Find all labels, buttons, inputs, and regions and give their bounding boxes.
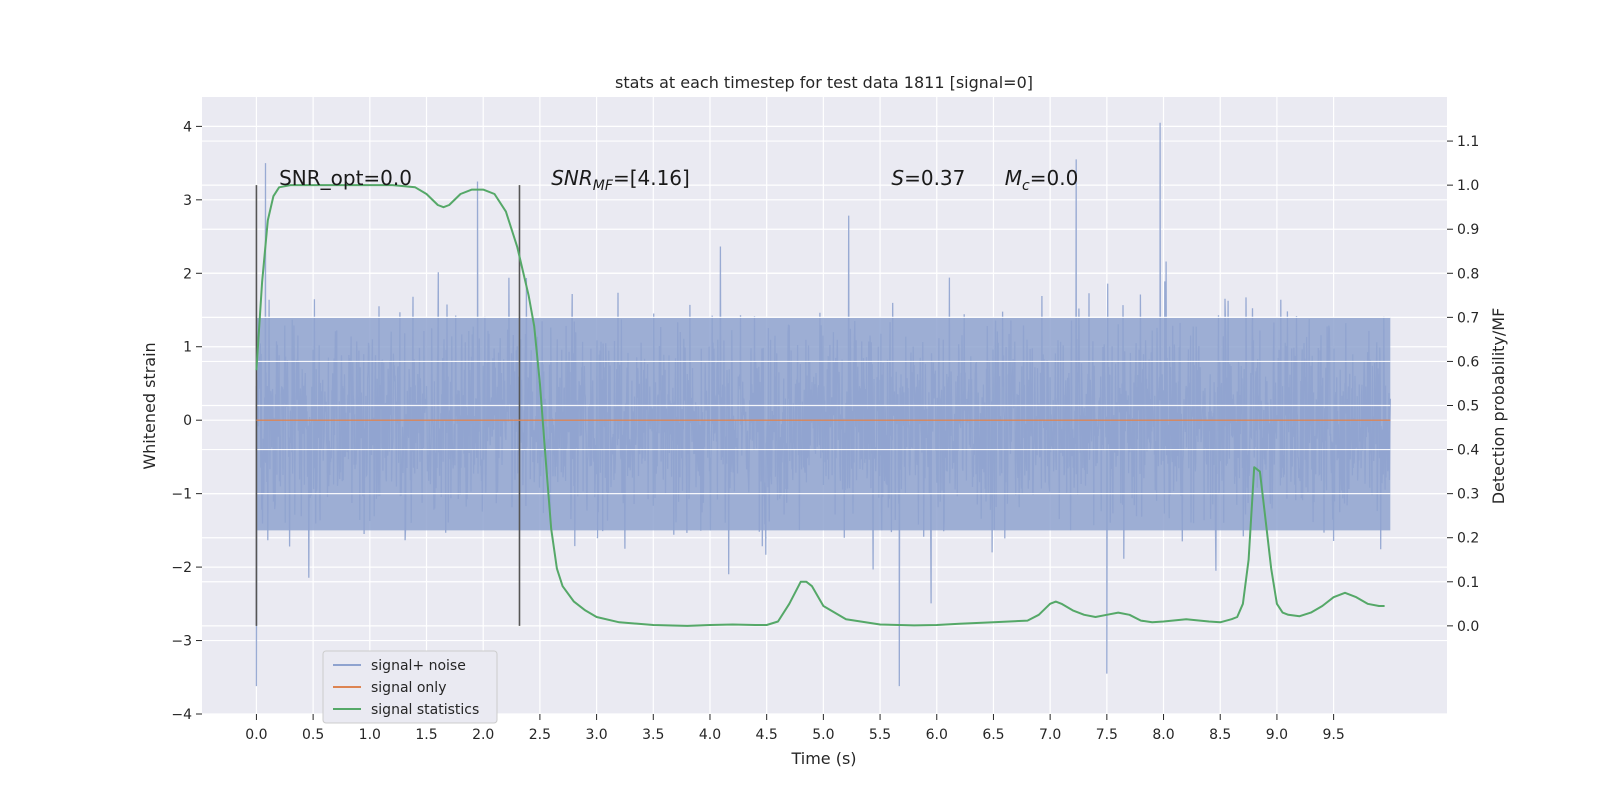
annotation-base: M bbox=[1005, 166, 1022, 190]
x-tick-label: 2.0 bbox=[472, 727, 494, 743]
y-tick-label: −2 bbox=[171, 560, 192, 576]
x-tick-label: 7.0 bbox=[1039, 727, 1061, 743]
annotation-value: =0.37 bbox=[904, 166, 965, 190]
legend-label: signal only bbox=[371, 680, 446, 696]
y-right-axis-ticks: 0.0 0.1 0.2 0.3 0.4 0.5 0.6 0.7 0.8 0.9 1.0 1.1 bbox=[1447, 134, 1479, 635]
y-right-tick-label: 0.5 bbox=[1457, 399, 1479, 415]
chart-title: stats at each timestep for test data 181… bbox=[615, 73, 1033, 92]
y-tick-label: −3 bbox=[171, 634, 192, 650]
y-tick-label: 3 bbox=[183, 193, 192, 209]
signal-plus-noise-core-band bbox=[256, 317, 1391, 531]
annotation-subscript: c bbox=[1022, 178, 1030, 194]
signal-statistics-line bbox=[255, 184, 1385, 627]
y-tick-label: −4 bbox=[171, 707, 192, 723]
x-tick-label: 0.0 bbox=[245, 727, 267, 743]
annotation-s-stat: S=0.37 bbox=[891, 166, 965, 190]
y-right-tick-label: 0.9 bbox=[1457, 222, 1479, 238]
signal-statistics-series bbox=[255, 184, 1385, 627]
y-right-tick-label: 0.6 bbox=[1457, 354, 1479, 370]
annotation-value: =[4.16] bbox=[613, 166, 690, 190]
x-tick-label: 8.0 bbox=[1152, 727, 1174, 743]
annotation-subscript: MF bbox=[593, 178, 614, 194]
signal-plus-noise-series bbox=[255, 122, 1391, 687]
y-right-tick-label: 0.2 bbox=[1457, 531, 1479, 547]
x-tick-label: 1.0 bbox=[359, 727, 381, 743]
x-tick-label: 7.5 bbox=[1096, 727, 1118, 743]
y-right-tick-label: 0.7 bbox=[1457, 310, 1479, 326]
y-axis-ticks: −4 −3 −2 −1 0 1 2 3 4 bbox=[171, 119, 202, 723]
x-tick-label: 3.0 bbox=[585, 727, 607, 743]
x-tick-label: 8.5 bbox=[1209, 727, 1231, 743]
x-tick-label: 4.5 bbox=[756, 727, 778, 743]
y-right-tick-label: 0.8 bbox=[1457, 266, 1479, 282]
x-axis-label: Time (s) bbox=[790, 749, 856, 768]
x-tick-label: 3.5 bbox=[642, 727, 664, 743]
y-right-tick-label: 1.1 bbox=[1457, 134, 1479, 150]
x-tick-label: 9.5 bbox=[1322, 727, 1344, 743]
y-right-axis-label: Detection probability/MF bbox=[1489, 308, 1508, 505]
y-tick-label: 4 bbox=[183, 119, 192, 135]
y-tick-label: 0 bbox=[183, 413, 192, 429]
legend-box bbox=[322, 650, 498, 724]
annotation-snr-mf: SNRMF=[4.16] bbox=[551, 166, 690, 194]
annotation-base: SNR bbox=[551, 166, 593, 190]
y-right-tick-label: 0.3 bbox=[1457, 487, 1479, 503]
legend-label: signal statistics bbox=[371, 702, 479, 718]
annotation-value: =0.0 bbox=[1030, 166, 1079, 190]
y-right-tick-label: 0.1 bbox=[1457, 575, 1479, 591]
annotations: SNR_opt=0.0 SNRMF=[4.16] S=0.37 Mc=0.0 bbox=[279, 166, 1078, 194]
x-tick-label: 9.0 bbox=[1266, 727, 1288, 743]
y-axis-label: Whitened strain bbox=[140, 342, 159, 469]
y-right-tick-label: 1.0 bbox=[1457, 178, 1479, 194]
y-tick-label: 2 bbox=[183, 266, 192, 282]
legend-label: signal+ noise bbox=[371, 658, 466, 674]
y-right-tick-label: 0.0 bbox=[1457, 619, 1479, 635]
x-tick-label: 5.5 bbox=[869, 727, 891, 743]
x-tick-label: 5.0 bbox=[812, 727, 834, 743]
legend: signal+ noise signal only signal statistic… bbox=[322, 650, 498, 724]
annotation-mc: Mc=0.0 bbox=[1005, 166, 1079, 194]
y-tick-label: 1 bbox=[183, 340, 192, 356]
x-axis-ticks: 0.0 0.5 1.0 1.5 2.0 2.5 3.0 3.5 4.0 4.5 5.0 5.5 6.0 6… bbox=[245, 714, 1345, 743]
x-tick-label: 0.5 bbox=[302, 727, 324, 743]
x-tick-label: 1.5 bbox=[415, 727, 437, 743]
y-tick-label: −1 bbox=[171, 487, 192, 503]
x-tick-label: 6.0 bbox=[926, 727, 948, 743]
x-tick-label: 4.0 bbox=[699, 727, 721, 743]
annotation-snr-opt: SNR_opt=0.0 bbox=[279, 166, 412, 190]
y-right-tick-label: 0.4 bbox=[1457, 443, 1479, 459]
annotation-base: S bbox=[891, 166, 904, 190]
x-tick-label: 6.5 bbox=[982, 727, 1004, 743]
x-tick-label: 2.5 bbox=[529, 727, 551, 743]
